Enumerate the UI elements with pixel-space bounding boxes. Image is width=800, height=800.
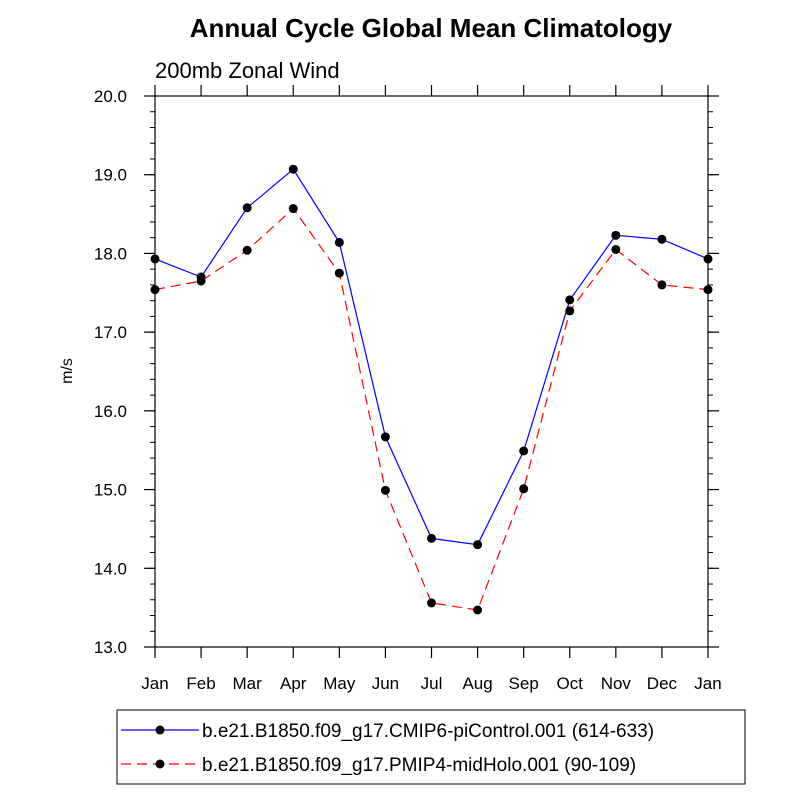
x-tick-label: Aug [462,674,492,693]
series-layer [150,164,713,615]
legend-label-midHolo: b.e21.B1850.f09_g17.PMIP4-midHolo.001 (9… [202,755,636,776]
series-0-point [427,533,436,543]
series-1-point [565,306,575,316]
series-1-point [334,268,344,278]
y-tick-label: 19.0 [94,166,127,185]
legend-label-piControl: b.e21.B1850.f09_g17.CMIP6-piControl.001 … [202,721,654,742]
y-tick-label: 16.0 [94,402,127,421]
legend: b.e21.B1850.f09_g17.CMIP6-piControl.001 … [116,709,746,785]
series-1-point [703,285,713,295]
x-tick-label: Apr [280,674,307,693]
series-1-point [657,280,667,290]
x-tick-label: Oct [557,674,584,693]
y-tick-label: 18.0 [94,244,127,263]
series-0-point [380,432,390,442]
series-0-point [611,230,621,240]
x-tick-label: Mar [233,674,263,693]
series-0-point [565,295,575,305]
plot-frame [154,95,709,648]
series-1-point [427,598,436,608]
series-1-point [150,285,160,295]
x-axis: Jan Feb Mar Apr May Jun Jul Aug Sep Oct Nov Dec Jan [141,85,722,693]
x-tick-label: May [323,674,356,693]
minor-ticks [150,95,713,648]
x-tick-label: Dec [647,674,678,693]
y-axis-label: m/s [59,358,76,384]
series-1-point [242,245,252,255]
y-axis: 13.0 14.0 15.0 16.0 17.0 18.0 19.0 20.0 [94,87,719,657]
y-tick-label: 17.0 [94,323,127,342]
x-tick-label: Nov [601,674,632,693]
x-tick-label: Jun [372,674,399,693]
y-tick-label: 14.0 [94,559,127,578]
series-0-point [473,540,483,550]
series-1-point [288,204,298,214]
series-1-point [473,605,483,615]
series-0-point [657,234,667,244]
chart-subtitle: 200mb Zonal Wind [155,58,340,83]
x-tick-label: Jul [421,674,443,693]
chart-title: Annual Cycle Global Mean Climatology [190,13,673,43]
series-1-point [519,484,529,494]
x-tick-label: Sep [509,674,539,693]
legend-marker-midHolo [155,759,165,769]
series-0-point [703,254,713,264]
series-line-1 [154,207,709,611]
x-tick-label: Feb [186,674,215,693]
y-tick-label: 20.0 [94,87,127,106]
series-0-point [519,446,529,456]
y-tick-label: 13.0 [94,638,127,657]
legend-box [116,709,746,785]
series-1-point [380,485,390,495]
x-tick-label: Jan [694,674,721,693]
series-0-point [334,237,344,247]
series-0-point [242,203,252,213]
series-0-point [288,164,298,174]
legend-marker-piControl [155,725,165,735]
y-tick-label: 15.0 [94,481,127,500]
x-tick-label: Jan [141,674,168,693]
series-1-point [611,244,621,254]
series-line-0 [154,168,709,546]
series-1-point [196,276,206,286]
series-0-point [150,254,160,264]
